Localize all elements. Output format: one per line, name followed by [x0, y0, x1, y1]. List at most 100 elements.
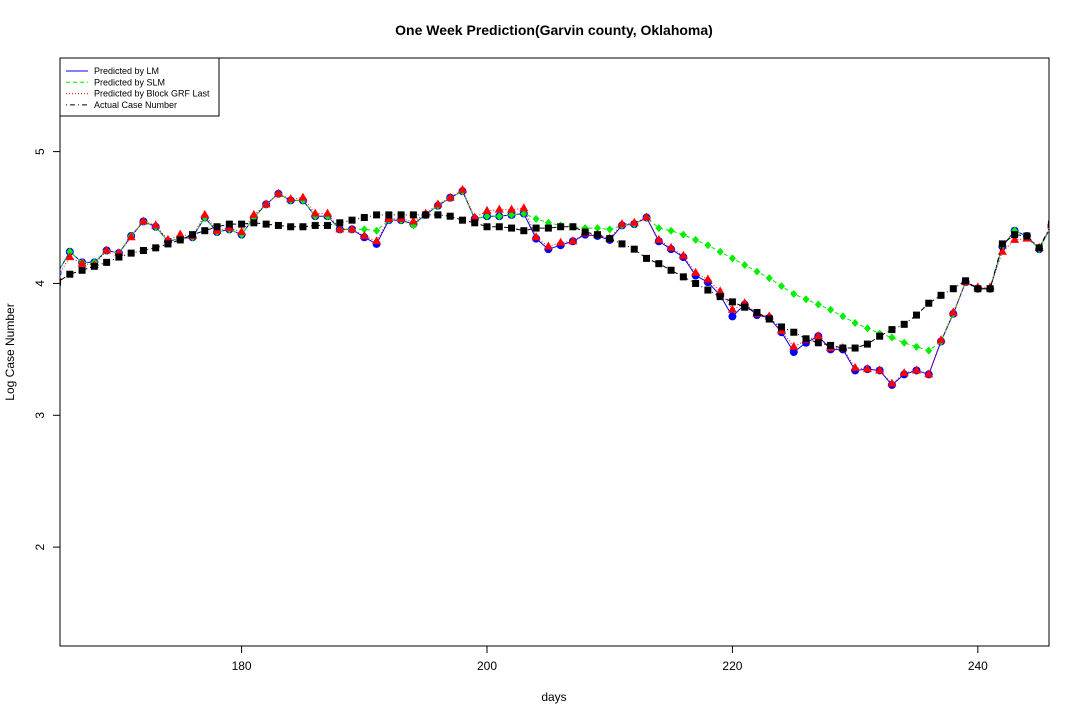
point — [741, 260, 749, 269]
point — [408, 216, 418, 225]
point — [778, 323, 786, 331]
point — [790, 328, 798, 336]
point — [643, 254, 651, 262]
point — [189, 231, 197, 239]
legend-box — [59, 57, 220, 117]
point — [948, 307, 958, 316]
point — [458, 216, 466, 224]
y-tick-label: 4 — [33, 280, 47, 287]
point — [335, 224, 345, 233]
point — [655, 260, 663, 268]
point — [863, 340, 871, 348]
point — [814, 300, 822, 309]
point — [851, 318, 859, 327]
point — [494, 204, 504, 213]
point — [728, 312, 737, 321]
point — [617, 219, 627, 228]
point — [629, 217, 639, 226]
point — [261, 199, 271, 208]
point — [765, 274, 773, 283]
point — [507, 204, 517, 213]
legend-label: Predicted by LM — [94, 66, 159, 76]
point — [544, 224, 552, 232]
point — [925, 346, 933, 355]
point — [385, 211, 393, 219]
point — [78, 266, 86, 274]
point — [164, 240, 172, 248]
point — [310, 208, 320, 217]
y-axis-label: Log Case Number — [3, 303, 17, 400]
point — [593, 224, 601, 233]
point — [176, 236, 184, 244]
point — [900, 338, 908, 347]
point — [519, 203, 529, 212]
series-line — [60, 190, 1049, 352]
point — [495, 223, 503, 231]
point — [863, 324, 871, 333]
point — [237, 227, 247, 236]
y-tick-label: 3 — [33, 412, 47, 419]
point — [924, 369, 934, 378]
plot-frame — [59, 57, 1050, 647]
point — [66, 247, 74, 256]
point — [1035, 244, 1043, 252]
point — [753, 267, 761, 276]
legend-label: Predicted by SLM — [94, 77, 165, 87]
point — [446, 212, 454, 220]
point — [273, 188, 283, 197]
plot-area — [60, 184, 1049, 389]
point — [471, 219, 479, 227]
point — [60, 278, 62, 286]
point — [666, 242, 676, 251]
point — [348, 216, 356, 224]
point — [311, 221, 319, 229]
point — [65, 252, 75, 261]
point — [692, 279, 700, 287]
point — [839, 344, 847, 352]
point — [60, 271, 62, 275]
point — [434, 211, 442, 219]
point — [986, 285, 994, 293]
point — [77, 258, 87, 267]
point — [322, 208, 332, 217]
point — [974, 285, 982, 293]
point — [789, 341, 799, 350]
chart-title: One Week Prediction(Garvin county, Oklah… — [395, 22, 713, 38]
point — [630, 245, 638, 253]
point — [422, 211, 430, 219]
point — [433, 199, 443, 208]
point — [360, 225, 368, 234]
point — [532, 224, 540, 232]
point — [568, 236, 578, 245]
point — [225, 220, 233, 228]
point — [679, 273, 687, 281]
point — [543, 241, 553, 250]
point — [716, 293, 724, 301]
point — [360, 214, 368, 222]
point — [286, 194, 296, 203]
point — [1047, 220, 1049, 228]
point — [888, 326, 896, 334]
point — [127, 249, 135, 257]
x-tick-label: 220 — [722, 659, 742, 673]
point — [287, 223, 295, 231]
point — [409, 211, 417, 219]
point — [274, 221, 282, 229]
point — [727, 304, 737, 313]
x-tick-label: 180 — [232, 659, 252, 673]
point — [347, 224, 357, 233]
point — [457, 184, 467, 193]
point — [887, 378, 897, 387]
point — [606, 225, 614, 234]
point — [90, 262, 98, 270]
point — [911, 365, 921, 374]
point — [1023, 232, 1031, 240]
point — [654, 234, 664, 243]
point — [593, 231, 601, 239]
point — [642, 212, 652, 221]
point — [249, 209, 259, 218]
point — [778, 282, 786, 291]
point — [556, 237, 566, 246]
point — [667, 226, 675, 235]
